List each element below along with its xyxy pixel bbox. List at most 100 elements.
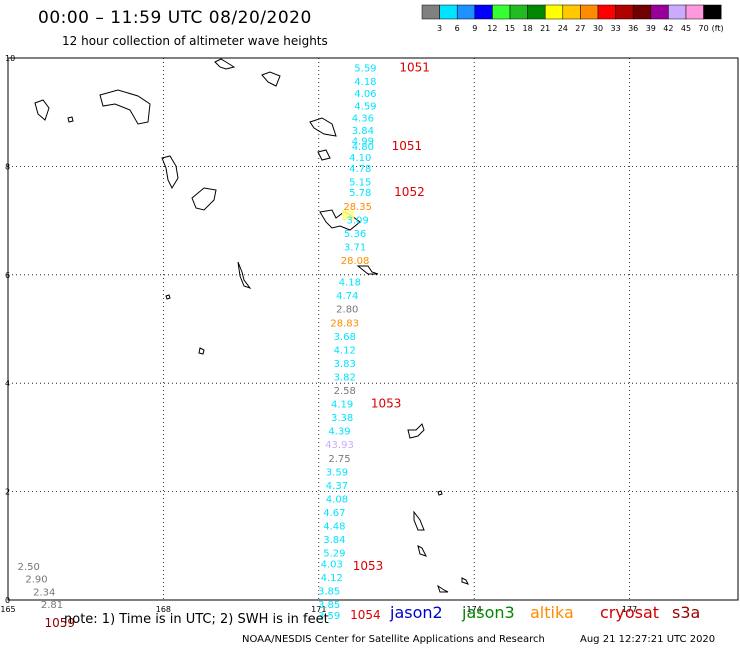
colorbar-unit: (ft) xyxy=(712,24,724,33)
island-outline xyxy=(417,545,427,557)
swh-value: 4.06 xyxy=(354,89,376,100)
swh-value: 4.67 xyxy=(323,508,345,519)
colorbar-tick-label: 15 xyxy=(505,24,515,33)
grid-lines xyxy=(8,58,738,600)
colorbar-tick-label: 27 xyxy=(575,24,585,33)
swh-value: 2.75 xyxy=(328,454,350,465)
island-outline xyxy=(317,149,331,161)
colorbar-tick-label: 45 xyxy=(681,24,691,33)
swh-value: 4.78 xyxy=(349,164,371,175)
island-outline xyxy=(191,187,217,211)
swh-value: 5.59 xyxy=(354,64,376,75)
island-outline xyxy=(161,155,179,190)
island-outline xyxy=(356,265,379,275)
mission-jason2: jason2 xyxy=(390,603,443,622)
x-tick-label: 174 xyxy=(467,605,482,614)
pass-number-label: 1052 xyxy=(394,185,425,199)
swh-value: 2.50 xyxy=(18,562,40,573)
island-outline xyxy=(407,423,425,439)
island-outline xyxy=(198,347,205,355)
island-outline xyxy=(309,117,337,137)
x-tick-label: 171 xyxy=(311,605,326,614)
colorbar: 3 6 9 12 15 18 21 24 27 30 33 36 39 42 45 70 (ft) xyxy=(421,4,724,33)
swh-value: 3.09 xyxy=(347,215,369,226)
swh-value: 3.84 xyxy=(352,126,374,137)
mission-cryosat: cryosat xyxy=(600,603,660,622)
colorbar-tick-label: 42 xyxy=(663,24,673,33)
pass-number-label: 1054 xyxy=(350,608,381,622)
swh-value: 5.15 xyxy=(349,177,371,188)
footer-note: note: 1) Time is in UTC; 2) SWH is in fe… xyxy=(64,612,329,627)
colorbar-swatch xyxy=(597,4,616,20)
swh-value: 3.38 xyxy=(331,413,353,424)
swh-value: 43.93 xyxy=(325,440,354,451)
map-area xyxy=(7,57,739,601)
colorbar-swatch xyxy=(544,4,564,20)
footer-timestamp: Aug 21 12:27:21 UTC 2020 xyxy=(580,634,716,645)
island-outline xyxy=(34,99,50,121)
swh-value: 2.90 xyxy=(25,575,47,586)
colorbar-tick-label: 21 xyxy=(540,24,550,33)
chart-subtitle: 12 hour collection of altimeter wave hei… xyxy=(62,34,328,48)
y-tick-label: 4 xyxy=(5,379,10,388)
colorbar-tick-label: 70 xyxy=(699,24,709,33)
swh-value: 4.48 xyxy=(323,522,345,533)
colorbar-swatch xyxy=(492,4,511,20)
pass-number-label: 1051 xyxy=(392,139,423,153)
pass-number-label: 1059 xyxy=(45,616,76,630)
swh-observations: 5.594.184.064.594.363.844.994.804.104.78… xyxy=(18,64,377,622)
y-tick-label: 2 xyxy=(5,488,10,497)
swh-value: 4.99 xyxy=(352,137,374,148)
colorbar-swatch xyxy=(456,4,476,20)
colorbar-swatch xyxy=(668,4,687,20)
island-outline xyxy=(461,577,469,585)
mission-altika: altika xyxy=(530,603,574,622)
swh-value: 2.34 xyxy=(33,588,55,599)
swh-value: 4.18 xyxy=(354,77,376,88)
swh-value: 4.08 xyxy=(326,494,348,505)
swh-value: 4.03 xyxy=(321,559,343,570)
island-outline xyxy=(437,490,443,496)
island-outline xyxy=(214,58,236,70)
swh-value: 4.39 xyxy=(328,427,350,438)
swh-value: 3.83 xyxy=(334,359,356,370)
swh-value: 3.82 xyxy=(334,372,356,383)
colorbar-swatch xyxy=(685,4,704,20)
colorbar-swatch xyxy=(509,4,528,20)
swh-value: 28.83 xyxy=(330,318,359,329)
chart-title: 00:00 – 11:59 UTC 08/20/2020 xyxy=(38,8,312,28)
swh-value: 3.85 xyxy=(318,600,340,611)
swh-value: 4.19 xyxy=(331,400,353,411)
swh-value: 4.74 xyxy=(336,291,358,302)
y-tick-label: 8 xyxy=(5,162,10,171)
plot-frame xyxy=(7,57,739,601)
swh-value: 4.12 xyxy=(321,573,343,584)
colorbar-tick-label: 33 xyxy=(611,24,621,33)
y-tick-label: 0 xyxy=(5,596,10,605)
colorbar-tick-label: 12 xyxy=(487,24,497,33)
colorbar-swatch xyxy=(650,4,669,20)
swh-value: 5.78 xyxy=(349,188,371,199)
swh-value: 2.80 xyxy=(336,305,358,316)
colorbar-swatch xyxy=(562,4,581,20)
x-tick-label: 177 xyxy=(622,605,637,614)
island-outline xyxy=(319,209,361,231)
pass-number-label: 1053 xyxy=(353,559,384,573)
colorbar-tick-label: 30 xyxy=(593,24,603,33)
swh-value: 4.80 xyxy=(352,142,374,153)
pass-number-label: 1051 xyxy=(399,61,430,75)
swh-value: 3.59 xyxy=(326,467,348,478)
swh-value: 4.59 xyxy=(354,101,376,112)
mission-jason3: jason3 xyxy=(462,603,515,622)
colorbar-tick-label: 9 xyxy=(472,24,477,33)
y-tick-label: 10 xyxy=(5,54,15,63)
swh-value: 4.36 xyxy=(352,113,374,124)
colorbar-swatch xyxy=(703,4,722,20)
colorbar-tick-label: 18 xyxy=(523,24,533,33)
swh-value: 5.36 xyxy=(344,229,366,240)
swh-value: 3.85 xyxy=(318,587,340,598)
swh-value: 3.84 xyxy=(323,535,345,546)
island-outline xyxy=(261,71,281,87)
x-tick-label: 168 xyxy=(156,605,171,614)
